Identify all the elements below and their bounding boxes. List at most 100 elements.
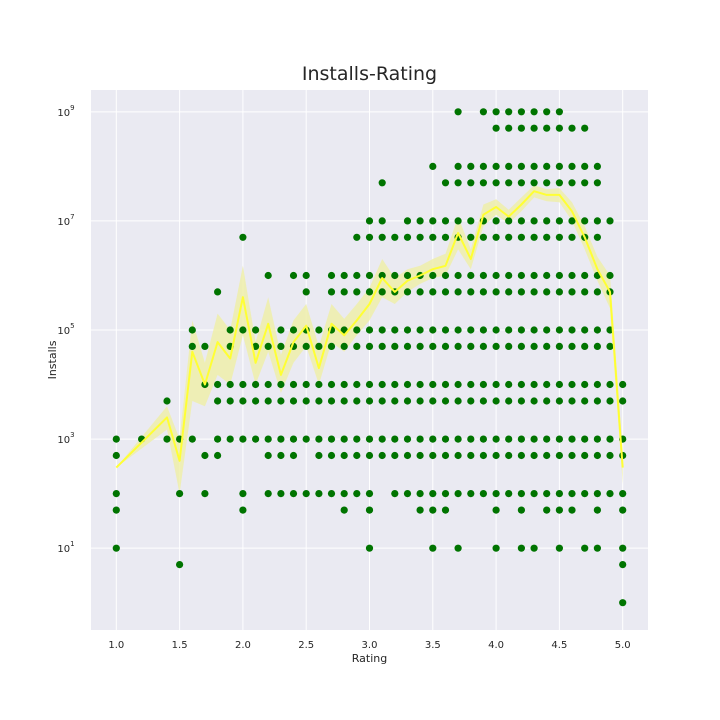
scatter-point [543, 451, 551, 460]
trend-line [115, 190, 624, 469]
scatter-point [467, 162, 475, 170]
scatter-point [555, 288, 564, 296]
scatter-point [581, 288, 589, 296]
scatter-point [239, 326, 247, 334]
scatter-point [467, 380, 475, 389]
scatter-point [378, 326, 386, 334]
scatter-point [365, 490, 374, 498]
scatter-point [441, 435, 450, 443]
x-tick-label: 1.0 [108, 640, 124, 651]
scatter-point [619, 544, 627, 552]
scatter-point [530, 544, 538, 552]
scatter-point [593, 506, 602, 514]
scatter-point [378, 380, 386, 389]
scatter-point [327, 451, 336, 460]
scatter-point [454, 108, 462, 116]
scatter-point [581, 179, 589, 187]
scatter-point [505, 217, 513, 225]
scatter-point [543, 124, 551, 132]
scatter-point [403, 342, 412, 350]
scatter-point [581, 342, 589, 350]
scatter-point [378, 342, 386, 350]
scatter-point [214, 397, 222, 405]
scatter-point [555, 162, 564, 170]
scatter-point [543, 179, 551, 187]
scatter-point [555, 397, 564, 405]
scatter-point [441, 490, 450, 498]
scatter-point [239, 380, 247, 389]
scatter-point [619, 490, 627, 498]
scatter-point [492, 326, 500, 334]
y-tick-label: 103 [57, 431, 74, 446]
scatter-point [581, 435, 589, 443]
trend-confidence-band [116, 185, 623, 494]
scatter-point [353, 490, 361, 498]
scatter-point [568, 435, 576, 443]
scatter-point [365, 544, 374, 552]
scatter-point [429, 342, 437, 350]
scatter-point [378, 179, 386, 187]
scatter-point [581, 217, 589, 225]
scatter-point [492, 397, 500, 405]
scatter-point [593, 342, 602, 350]
scatter-point [378, 271, 386, 280]
scatter-point [505, 342, 513, 350]
scatter-points [112, 108, 627, 607]
scatter-point [467, 179, 475, 187]
scatter-point [492, 435, 500, 443]
scatter-point [416, 397, 424, 405]
scatter-point [188, 326, 196, 334]
scatter-point [517, 342, 526, 350]
scatter-point [593, 179, 602, 187]
scatter-point [568, 451, 576, 460]
scatter-point [593, 490, 602, 498]
scatter-point [353, 271, 361, 280]
scatter-point [593, 233, 602, 241]
scatter-point [454, 435, 462, 443]
x-tick-label: 4.0 [488, 640, 504, 651]
scatter-point [327, 271, 336, 280]
scatter-point [340, 397, 348, 405]
scatter-point [365, 326, 374, 334]
scatter-point [530, 124, 538, 132]
scatter-point [365, 435, 374, 443]
scatter-point [252, 380, 260, 389]
scatter-point [454, 288, 462, 296]
scatter-point [555, 451, 564, 460]
scatter-point [543, 380, 551, 389]
scatter-point [353, 380, 361, 389]
scatter-point [112, 435, 120, 443]
scatter-point [530, 380, 538, 389]
scatter-point [441, 179, 450, 187]
scatter-point [479, 179, 487, 187]
scatter-point [302, 342, 310, 350]
scatter-point [530, 397, 538, 405]
scatter-point [505, 435, 513, 443]
scatter-point [467, 217, 475, 225]
scatter-point [593, 435, 602, 443]
scatter-point [543, 397, 551, 405]
scatter-point [581, 271, 589, 280]
scatter-point [492, 544, 500, 552]
scatter-point [391, 397, 399, 405]
scatter-point [492, 162, 500, 170]
scatter-point [606, 451, 614, 460]
scatter-point [568, 380, 576, 389]
scatter-point [505, 271, 513, 280]
scatter-point [112, 506, 120, 514]
scatter-point [239, 490, 247, 498]
scatter-point [492, 179, 500, 187]
scatter-point [277, 435, 285, 443]
scatter-point [492, 233, 500, 241]
scatter-point [517, 435, 526, 443]
scatter-point [378, 451, 386, 460]
scatter-point [479, 271, 487, 280]
scatter-point [467, 342, 475, 350]
scatter-point [517, 544, 526, 552]
scatter-point [201, 342, 209, 350]
scatter-point [581, 397, 589, 405]
scatter-point [289, 435, 298, 443]
scatter-point [467, 490, 475, 498]
scatter-point [264, 490, 272, 498]
scatter-point [277, 342, 285, 350]
